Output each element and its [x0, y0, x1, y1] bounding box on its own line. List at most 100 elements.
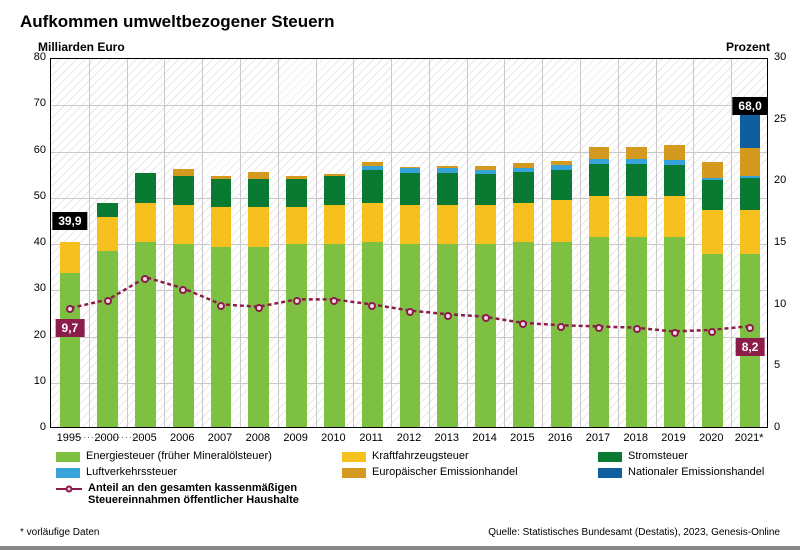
- line-marker: [746, 324, 754, 332]
- ytick-right: 5: [774, 359, 800, 371]
- bar-column: [589, 147, 610, 427]
- bar-segment-energie: [475, 244, 496, 427]
- bar-segment-eu_em: [702, 162, 723, 178]
- bar-segment-strom: [173, 176, 194, 205]
- ytick-right: 20: [774, 174, 800, 186]
- bar-segment-kfz: [664, 196, 685, 238]
- bar-column: [626, 147, 647, 427]
- xtick-label: 2019: [661, 432, 685, 444]
- legend-row: Energiesteuer (früher Mineralölsteuer) Kr…: [56, 450, 776, 462]
- line-marker: [406, 308, 414, 316]
- bar-segment-strom: [286, 179, 307, 208]
- bar-segment-kfz: [551, 200, 572, 242]
- line-marker: [217, 302, 225, 310]
- bar-segment-energie: [702, 254, 723, 427]
- legend-label: Luftverkehrssteuer: [86, 466, 177, 478]
- bar-segment-strom: [135, 173, 156, 203]
- ytick-left: 0: [18, 421, 46, 433]
- legend-item-kfz: Kraftfahrzeugsteuer: [342, 450, 572, 462]
- legend-swatch: [56, 468, 80, 478]
- bar-segment-strom: [551, 170, 572, 201]
- xtick-label: 2015: [510, 432, 534, 444]
- gridline-v: [202, 59, 203, 427]
- bar-segment-kfz: [248, 207, 269, 246]
- bar-segment-energie: [60, 273, 81, 427]
- ytick-left: 40: [18, 236, 46, 248]
- bar-segment-kfz: [626, 196, 647, 238]
- legend-swatch: [342, 468, 366, 478]
- legend-item-eu_em: Europäischer Emissionhandel: [342, 466, 572, 478]
- line-marker: [633, 325, 641, 333]
- bar-segment-eu_em: [626, 147, 647, 159]
- gridline-v: [467, 59, 468, 427]
- ytick-right: 0: [774, 421, 800, 433]
- bar-segment-energie: [437, 244, 458, 427]
- gridline-v: [429, 59, 430, 427]
- bar-segment-kfz: [475, 205, 496, 244]
- y-axis-right-title: Prozent: [726, 40, 770, 54]
- gridline-v: [240, 59, 241, 427]
- gridline-v: [89, 59, 90, 427]
- legend-swatch: [342, 452, 366, 462]
- bar-segment-strom: [324, 176, 345, 205]
- xtick-label: 2018: [623, 432, 647, 444]
- bar-segment-energie: [211, 247, 232, 427]
- line-marker: [104, 297, 112, 305]
- legend-label: Energiesteuer (früher Mineralölsteuer): [86, 450, 272, 462]
- line-marker: [368, 302, 376, 310]
- ytick-left: 60: [18, 144, 46, 156]
- bar-column: [173, 169, 194, 427]
- bar-segment-kfz: [211, 207, 232, 246]
- legend-row: Luftverkehrssteuer Europäischer Emissionh…: [56, 466, 776, 478]
- gridline-h: [51, 105, 767, 106]
- bar-column: [97, 203, 118, 427]
- xtick-label: 2017: [586, 432, 610, 444]
- bar-segment-energie: [589, 237, 610, 427]
- bar-segment-strom: [740, 178, 761, 209]
- bar-segment-eu_em: [589, 147, 610, 159]
- bar-segment-strom: [475, 174, 496, 205]
- bar-segment-strom: [97, 203, 118, 217]
- bar-column: [664, 145, 685, 427]
- line-marker: [330, 297, 338, 305]
- line-marker: [557, 323, 565, 331]
- bar-segment-energie: [97, 251, 118, 427]
- line-marker: [595, 324, 603, 332]
- bar-segment-nat_em: [740, 113, 761, 148]
- legend-item-energie: Energiesteuer (früher Mineralölsteuer): [56, 450, 316, 462]
- bar-segment-strom: [513, 172, 534, 203]
- legend-label: Europäischer Emissionhandel: [372, 466, 518, 478]
- bar-column: [513, 163, 534, 427]
- gridline-v: [127, 59, 128, 427]
- gridline-v: [504, 59, 505, 427]
- bar-column: [475, 166, 496, 427]
- ytick-left: 50: [18, 190, 46, 202]
- line-marker: [708, 328, 716, 336]
- legend-item-luft: Luftverkehrssteuer: [56, 466, 316, 478]
- bar-segment-kfz: [362, 203, 383, 242]
- line-marker: [141, 275, 149, 283]
- gridline-v: [618, 59, 619, 427]
- gridline-v: [580, 59, 581, 427]
- bar-segment-kfz: [60, 242, 81, 273]
- legend-label: Stromsteuer: [628, 450, 688, 462]
- bar-column: [400, 167, 421, 427]
- gridline-v: [656, 59, 657, 427]
- bar-segment-energie: [286, 244, 307, 427]
- value-annotation: 68,0: [732, 97, 767, 115]
- bar-segment-energie: [362, 242, 383, 427]
- legend-swatch-line: [56, 484, 82, 494]
- line-marker: [66, 305, 74, 313]
- bar-column: [551, 161, 572, 427]
- bar-segment-energie: [173, 244, 194, 427]
- bar-segment-eu_em: [248, 172, 269, 179]
- bar-segment-kfz: [286, 207, 307, 244]
- bar-segment-kfz: [400, 205, 421, 244]
- ytick-left: 30: [18, 282, 46, 294]
- gridline-v: [693, 59, 694, 427]
- value-annotation: 39,9: [52, 212, 87, 230]
- gridline-v: [353, 59, 354, 427]
- line-marker: [671, 329, 679, 337]
- legend-item-strom: Stromsteuer: [598, 450, 798, 462]
- ytick-right: 25: [774, 113, 800, 125]
